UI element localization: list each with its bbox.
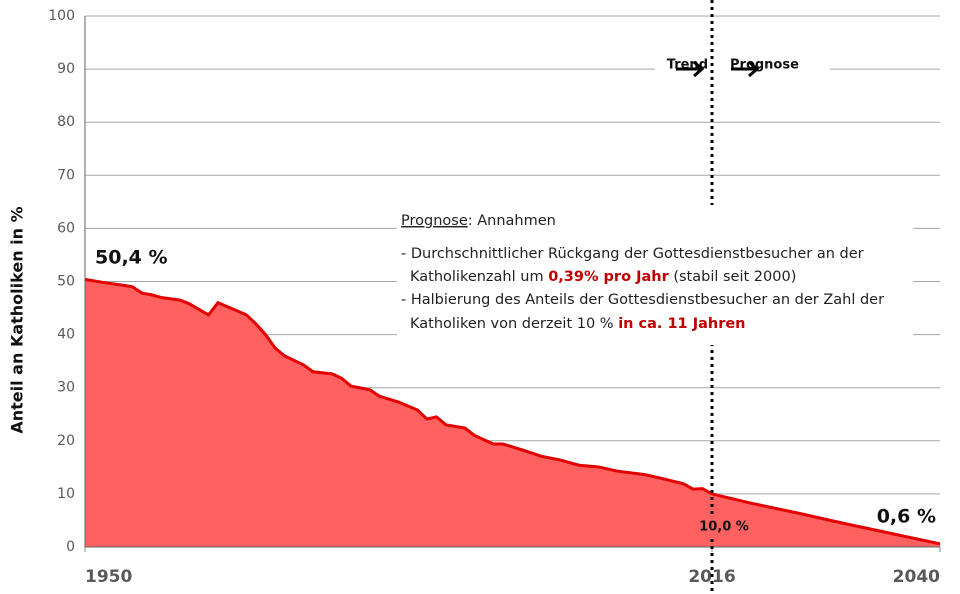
- y-tick-label: 40: [57, 327, 75, 343]
- box-highlight: 0,39% pro Jahr: [548, 269, 669, 285]
- box-text: (stabil seit 2000): [669, 269, 797, 285]
- plot: [84, 16, 941, 548]
- arrow: [676, 60, 705, 78]
- box-title-rest: : Annahmen: [468, 213, 556, 229]
- line: [84, 277, 941, 546]
- box-line: Katholiken von derzeit 10 % in ca. 11 Ja…: [410, 316, 746, 332]
- area: [85, 279, 940, 547]
- box-title: Prognose: Annahmen: [401, 213, 556, 229]
- x-tick-label: 1950: [85, 567, 132, 587]
- y-tick-label: 60: [57, 220, 75, 236]
- y-tick-label: 90: [57, 61, 75, 77]
- y-tick-label: 20: [57, 433, 75, 449]
- box-text: Katholikenzahl um: [410, 269, 548, 285]
- end-label: 0,6 %: [877, 506, 936, 528]
- x-tick-label: 2040: [893, 567, 940, 587]
- y-tick-label: 10: [57, 486, 75, 502]
- box-line: - Halbierung des Anteils der Gottesdiens…: [401, 292, 884, 308]
- y-tick-label: 80: [57, 114, 75, 130]
- box-line: - Durchschnittlicher Rückgang der Gottes…: [401, 246, 864, 262]
- label-backdrop: [694, 517, 754, 537]
- y-tick-label: 100: [48, 8, 75, 24]
- arrow: [731, 60, 760, 78]
- y-tick-label: 50: [57, 274, 75, 290]
- annotation-box: [397, 205, 913, 345]
- start-label: 50,4 %: [95, 247, 168, 269]
- box-line: Katholikenzahl um 0,39% pro Jahr (stabil…: [410, 269, 796, 285]
- y-tick-label: 30: [57, 380, 75, 396]
- y-tick-label: 0: [66, 539, 75, 555]
- box-highlight: in ca. 11 Jahren: [618, 316, 745, 332]
- y-tick-label: 70: [57, 167, 75, 183]
- box-text: Katholiken von derzeit 10 %: [410, 316, 618, 332]
- divider-label: 10,0 %: [699, 520, 749, 535]
- y-axis-label: Anteil an Katholiken in %: [8, 206, 27, 433]
- box-title-key: Prognose: [401, 213, 468, 229]
